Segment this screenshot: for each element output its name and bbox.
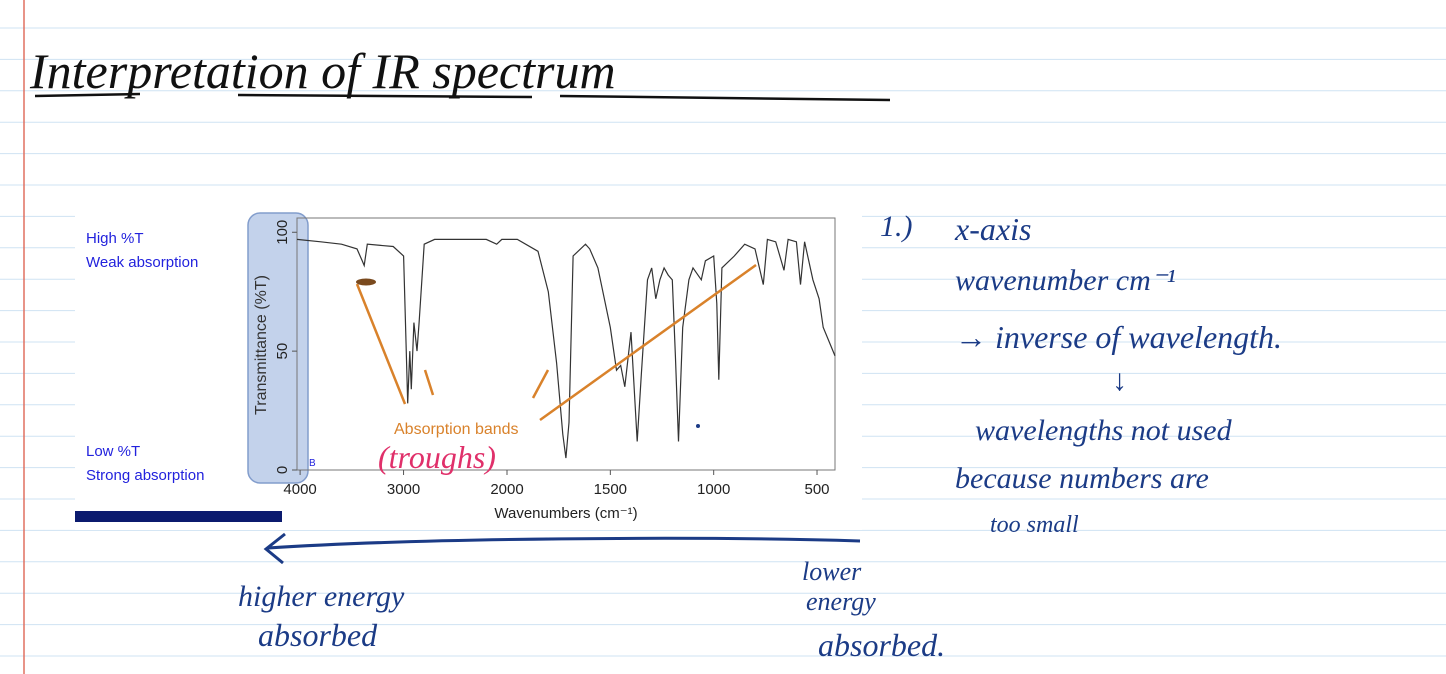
y-tick-label: 0 [274, 466, 291, 474]
image-strip [75, 511, 282, 522]
x-tick-label: 500 [805, 481, 830, 498]
x-axis-label: Wavenumbers (cm⁻¹) [494, 505, 637, 522]
note: ↓ [1112, 364, 1127, 397]
bottom-note: lower [802, 557, 862, 586]
low-note: Strong absorption [86, 467, 204, 484]
x-tick-label: 1500 [594, 481, 627, 498]
chart-image [75, 208, 862, 530]
y-axis-label: Transmittance (%T) [253, 275, 270, 415]
dot [696, 424, 700, 428]
arrow-head [263, 532, 286, 565]
note: because numbers are [955, 462, 1209, 495]
title-underline [34, 92, 891, 102]
high-label: High %T [86, 230, 144, 247]
x-tick-label: 1000 [697, 481, 730, 498]
note: wavelengths not used [975, 414, 1233, 447]
bottom-note: absorbed [258, 617, 378, 653]
annotation: Absorption bands [394, 421, 519, 438]
note: 1.) [880, 210, 913, 243]
x-tick-label: 2000 [490, 481, 523, 498]
page-title: Interpretation of IR spectrum [29, 43, 616, 99]
bottom-note: energy [806, 587, 876, 616]
energy-arrow [267, 536, 861, 550]
pen-mark [356, 278, 376, 286]
spectrum-line [296, 238, 836, 459]
bottom-note: absorbed. [818, 627, 945, 663]
x-tick-label: 3000 [387, 481, 420, 498]
corner-label: B [309, 458, 316, 469]
note: → inverse of wavelength. [955, 319, 1282, 355]
highlight [247, 212, 309, 484]
bottom-note: higher energy [238, 580, 405, 613]
y-tick-label: 50 [274, 343, 291, 360]
note: wavenumber cm⁻¹ [955, 264, 1176, 297]
plot: 4000 3000 2000 1500 1000 500 0 50 100 [274, 220, 836, 498]
plot-frame [296, 217, 836, 471]
high-note: Weak absorption [86, 254, 198, 271]
note: x-axis [954, 211, 1031, 247]
annotation-lines [355, 263, 757, 422]
y-tick-label: 100 [274, 220, 291, 245]
low-label: Low %T [86, 443, 140, 460]
troughs-note: (troughs) [378, 439, 496, 475]
x-tick-label: 4000 [283, 481, 316, 498]
note: too small [990, 512, 1079, 538]
